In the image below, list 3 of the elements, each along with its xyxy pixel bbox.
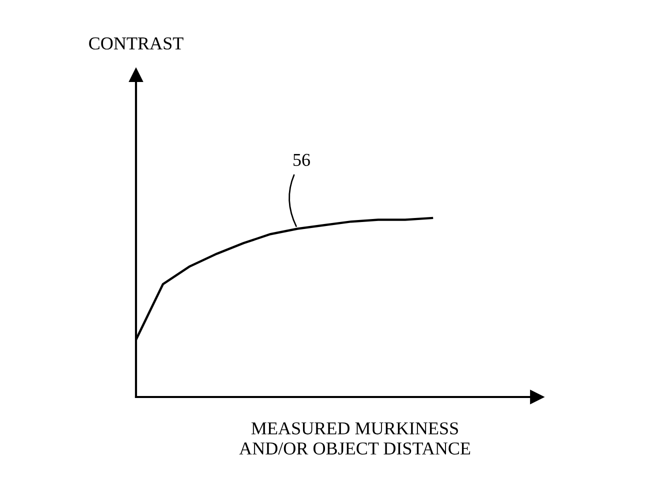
text: CONTRAST — [89, 37, 184, 50]
text: 56 — [294, 154, 310, 166]
x-axis-title: MEASURED MURKINESS AND/OR OBJECT DISTANCE — [239, 422, 470, 455]
